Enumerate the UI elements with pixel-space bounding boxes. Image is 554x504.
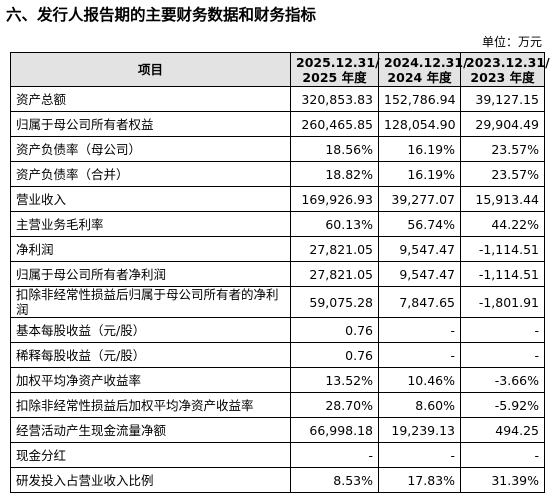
cell-value: 18.82% xyxy=(290,161,379,187)
column-header-line: 2023.12.31/ xyxy=(466,54,550,70)
cell-value: 8.60% xyxy=(378,392,461,418)
cell-value: - xyxy=(378,442,461,468)
row-label: 加权平均净资产收益率 xyxy=(10,367,291,393)
row-label: 扣除非经常性损益后加权平均净资产收益率 xyxy=(10,392,291,418)
cell-value: -3.66% xyxy=(460,367,545,393)
table-row: 归属于母公司所有者权益 260,465.85 128,054.90 29,904.49 xyxy=(10,111,545,137)
cell-value: 56.74% xyxy=(378,211,461,237)
cell-value: 0.76 xyxy=(290,342,379,368)
table-row: 资产负债率（母公司） 18.56% 16.19% 23.57% xyxy=(10,136,545,162)
cell-value: 169,926.93 xyxy=(290,186,379,212)
table-row: 主营业务毛利率 60.13% 56.74% 44.22% xyxy=(10,211,545,237)
unit-label: 单位：万元 xyxy=(481,35,542,49)
cell-value: 320,853.83 xyxy=(290,86,379,112)
cell-value: 16.19% xyxy=(378,136,461,162)
cell-value: 9,547.47 xyxy=(378,261,461,287)
cell-value: 17.83% xyxy=(378,467,461,493)
table-row: 营业收入 169,926.93 39,277.07 15,913.44 xyxy=(10,186,545,212)
cell-value: 16.19% xyxy=(378,161,461,187)
cell-value: 13.52% xyxy=(290,367,379,393)
page-title: 六、发行人报告期的主要财务数据和财务指标 xyxy=(6,6,317,24)
column-header-line: 2025.12.31/ xyxy=(296,54,380,70)
table-row: 加权平均净资产收益率 13.52% 10.46% -3.66% xyxy=(10,367,545,393)
cell-value: -1,114.51 xyxy=(460,261,545,287)
row-label: 研发投入占营业收入比例 xyxy=(10,467,291,493)
row-label: 主营业务毛利率 xyxy=(10,211,291,237)
row-label: 经营活动产生现金流量净额 xyxy=(10,417,291,443)
row-label: 基本每股收益（元/股） xyxy=(10,317,291,343)
table-row: 扣除非经常性损益后加权平均净资产收益率 28.70% 8.60% -5.92% xyxy=(10,392,545,418)
column-header-line: 2024 年度 xyxy=(387,69,452,85)
cell-value: -1,801.91 xyxy=(460,286,545,318)
cell-value: 128,054.90 xyxy=(378,111,461,137)
row-label: 资产负债率（合并） xyxy=(10,161,291,187)
cell-value: 15,913.44 xyxy=(460,186,545,212)
cell-value: 7,847.65 xyxy=(378,286,461,318)
table-row: 现金分红 - - - xyxy=(10,442,545,468)
cell-value: 28.70% xyxy=(290,392,379,418)
cell-value: 494.25 xyxy=(460,417,545,443)
cell-value: - xyxy=(290,442,379,468)
table-row: 研发投入占营业收入比例 8.53% 17.83% 31.39% xyxy=(10,467,545,493)
cell-value: 59,075.28 xyxy=(290,286,379,318)
cell-value: - xyxy=(460,442,545,468)
cell-value: -1,114.51 xyxy=(460,236,545,262)
table-row: 资产总额 320,853.83 152,786.94 39,127.15 xyxy=(10,86,545,112)
table-row: 归属于母公司所有者净利润 27,821.05 9,547.47 -1,114.51 xyxy=(10,261,545,287)
cell-value: 9,547.47 xyxy=(378,236,461,262)
row-label: 净利润 xyxy=(10,236,291,262)
cell-value: 260,465.85 xyxy=(290,111,379,137)
header-row: 项目 2025.12.31/2025 年度 2024.12.31/2024 年度 20… xyxy=(10,52,550,87)
row-label: 扣除非经常性损益后归属于母公司所有者的净利润 xyxy=(10,286,291,318)
table-row: 扣除非经常性损益后归属于母公司所有者的净利润 59,075.28 7,847.65-… xyxy=(10,286,545,318)
cell-value: - xyxy=(378,317,461,343)
table-row: 经营活动产生现金流量净额 66,998.18 19,239.13 494.25 xyxy=(10,417,545,443)
column-header-line: 2023 年度 xyxy=(470,69,535,85)
row-label: 稀释每股收益（元/股） xyxy=(10,342,291,368)
table-row: 资产负债率（合并） 18.82% 16.19% 23.57% xyxy=(10,161,545,187)
cell-value: -5.92% xyxy=(460,392,545,418)
column-header: 2025.12.31/2025 年度 xyxy=(290,52,380,87)
cell-value: 66,998.18 xyxy=(290,417,379,443)
table-row: 基本每股收益（元/股） 0.76- - xyxy=(10,317,545,343)
cell-value: - xyxy=(460,342,545,368)
column-header: 2023.12.31/2023 年度 xyxy=(460,52,550,87)
cell-value: 39,277.07 xyxy=(378,186,461,212)
table-row: 稀释每股收益（元/股） 0.76- - xyxy=(10,342,545,368)
row-label: 现金分红 xyxy=(10,442,291,468)
cell-value: 18.56% xyxy=(290,136,379,162)
table-body: 资产总额 320,853.83 152,786.94 39,127.15 归属于母公司所… xyxy=(10,86,545,493)
row-label: 资产总额 xyxy=(10,86,291,112)
cell-value: 152,786.94 xyxy=(378,86,461,112)
column-header-line: 2024.12.31/ xyxy=(384,54,468,70)
cell-value: 31.39% xyxy=(460,467,545,493)
cell-value: 0.76 xyxy=(290,317,379,343)
cell-value: 23.57% xyxy=(460,161,545,187)
cell-value: 29,904.49 xyxy=(460,111,545,137)
cell-value: 23.57% xyxy=(460,136,545,162)
cell-value: - xyxy=(378,342,461,368)
row-label: 归属于母公司所有者权益 xyxy=(10,111,291,137)
row-label: 归属于母公司所有者净利润 xyxy=(10,261,291,287)
cell-value: 60.13% xyxy=(290,211,379,237)
cell-value: 27,821.05 xyxy=(290,261,379,287)
column-header-line: 2025 年度 xyxy=(302,69,367,85)
cell-value: 39,127.15 xyxy=(460,86,545,112)
cell-value: 44.22% xyxy=(460,211,545,237)
cell-value: 27,821.05 xyxy=(290,236,379,262)
table-row: 净利润 27,821.05 9,547.47 -1,114.51 xyxy=(10,236,545,262)
cell-value: 19,239.13 xyxy=(378,417,461,443)
row-label: 资产负债率（母公司） xyxy=(10,136,291,162)
row-label: 营业收入 xyxy=(10,186,291,212)
column-header: 项目 xyxy=(10,52,291,87)
cell-value: 10.46% xyxy=(378,367,461,393)
column-header: 2024.12.31/2024 年度 xyxy=(378,52,468,87)
financial-table: 项目 2025.12.31/2025 年度 2024.12.31/2024 年度 20… xyxy=(10,52,550,493)
cell-value: - xyxy=(460,317,545,343)
cell-value: 8.53% xyxy=(290,467,379,493)
